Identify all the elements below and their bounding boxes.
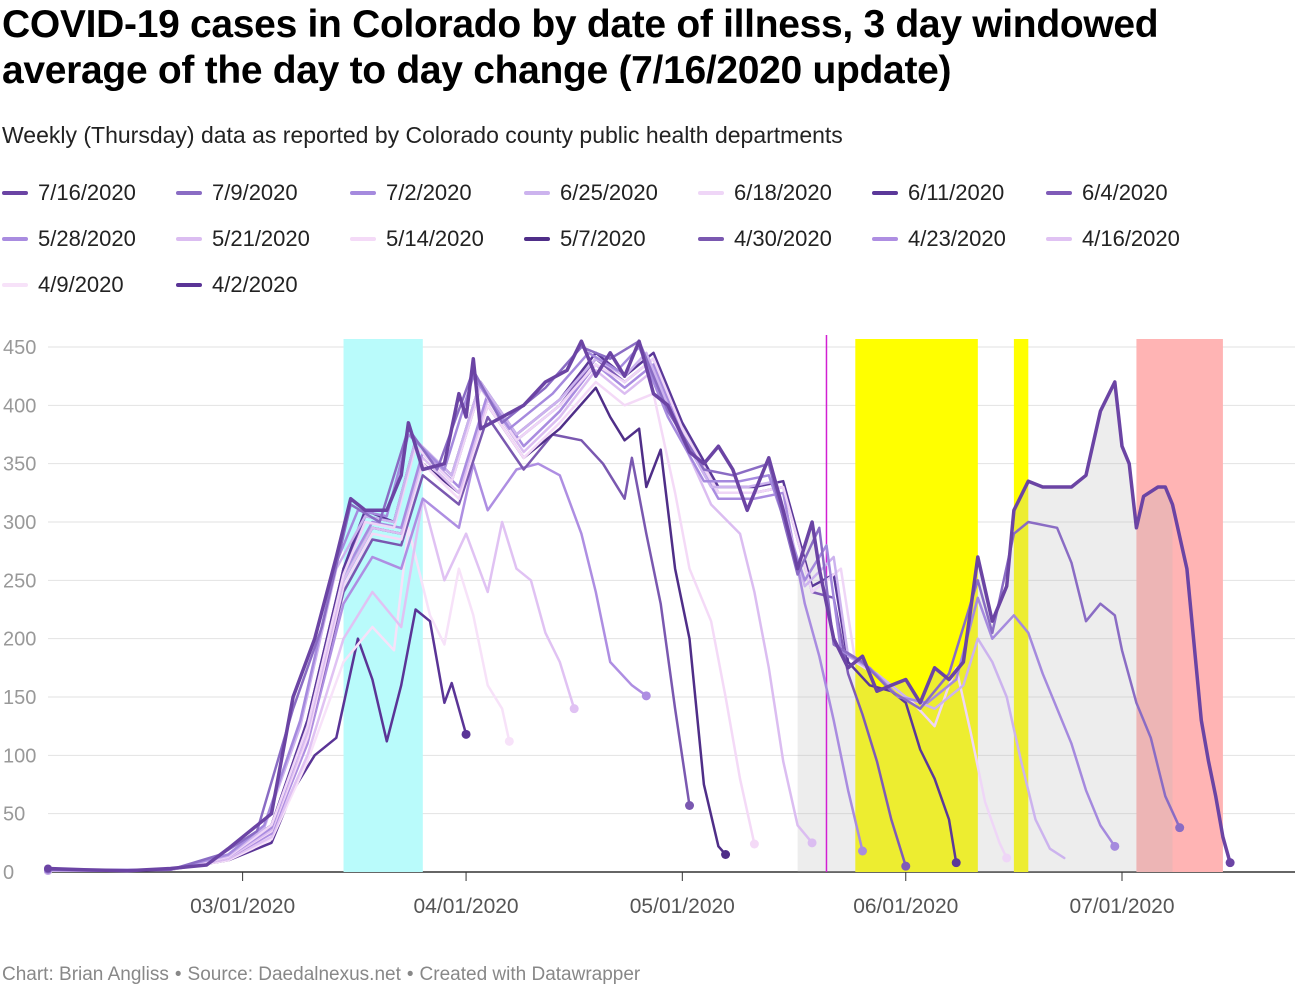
legend-item: 6/25/2020 (524, 178, 658, 208)
legend-swatch (524, 191, 550, 195)
legend-label: 6/25/2020 (560, 180, 658, 205)
series-line (46, 369, 814, 873)
series-end-dot (1225, 858, 1235, 868)
legend-swatch (2, 283, 28, 287)
legend-label: 4/30/2020 (734, 226, 832, 251)
legend-item: 5/7/2020 (524, 224, 646, 254)
series-end-dot (858, 846, 868, 856)
legend-item: 7/9/2020 (176, 178, 298, 208)
y-tick-label: 300 (3, 512, 36, 534)
chart-subtitle: Weekly (Thursday) data as reported by Co… (2, 122, 843, 148)
legend-label: 6/18/2020 (734, 180, 832, 205)
legend-label: 5/28/2020 (38, 226, 136, 251)
x-tick-label: 03/01/2020 (190, 895, 295, 918)
x-tick-label: 05/01/2020 (630, 895, 735, 918)
legend-item: 5/28/2020 (2, 224, 136, 254)
credit-separator: • (174, 964, 182, 985)
legend-item: 4/9/2020 (2, 270, 124, 300)
legend-swatch (176, 283, 202, 287)
legend-swatch (698, 191, 724, 195)
series-end-dot (504, 736, 514, 746)
highlight-band (855, 339, 978, 872)
legend-swatch (2, 237, 28, 241)
y-tick-label: 450 (3, 337, 36, 359)
line-chart: 0 50 100 150 200 250 300 350 400 450 03/01/2020 04/… (3, 335, 1295, 918)
credit-tool: Created with Datawrapper (419, 964, 641, 985)
legend-label: 4/9/2020 (38, 272, 124, 297)
series-end-dot (685, 801, 695, 810)
x-tick-label: 06/01/2020 (853, 895, 958, 918)
legend-swatch (872, 191, 898, 195)
legend-swatch (176, 191, 202, 195)
legend-swatch (698, 237, 724, 241)
series-line (46, 608, 468, 873)
series-end-dot (721, 850, 731, 859)
y-tick-label: 200 (3, 629, 36, 651)
legend-label: 4/2/2020 (212, 272, 298, 297)
y-tick-label: 0 (3, 862, 14, 884)
series-line (46, 357, 1008, 873)
legend-label: 7/2/2020 (386, 180, 472, 205)
highlight-band (1013, 339, 1029, 872)
legend-label: 5/21/2020 (212, 226, 310, 251)
legend-label: 7/9/2020 (212, 180, 298, 205)
legend-item: 4/16/2020 (1046, 224, 1180, 254)
legend-swatch (350, 237, 376, 241)
series-end-dot (461, 729, 471, 739)
series-end-dot (951, 858, 961, 868)
highlight-band (1136, 339, 1223, 872)
legend-swatch (350, 191, 376, 195)
series-end-dot (569, 704, 579, 714)
legend-item: 4/2/2020 (176, 270, 298, 300)
shaded-region (797, 382, 1173, 872)
legend-item: 7/16/2020 (2, 178, 136, 208)
legend-item: 5/21/2020 (176, 224, 310, 254)
series-end-dot (901, 861, 911, 871)
legend-item: 4/23/2020 (872, 224, 1006, 254)
legend-item: 6/11/2020 (872, 178, 1004, 208)
series-start-dot (44, 864, 52, 873)
series-end-dot (1175, 823, 1185, 833)
legend-item: 4/30/2020 (698, 224, 832, 254)
x-tick-label: 07/01/2020 (1069, 895, 1174, 918)
series-line (46, 497, 576, 873)
legend-label: 5/14/2020 (386, 226, 484, 251)
series-line (46, 363, 864, 873)
series-end-dot (1002, 853, 1012, 863)
legend-item: 6/18/2020 (698, 178, 832, 208)
chart-title: COVID-19 cases in Colorado by date of il… (2, 3, 1159, 92)
legend-label: 6/4/2020 (1082, 180, 1168, 205)
legend-swatch (1046, 191, 1072, 195)
series-line (46, 339, 1232, 873)
series-end-dot (749, 839, 759, 849)
y-tick-label: 400 (3, 395, 36, 417)
legend-swatch (872, 237, 898, 241)
credit-separator: • (406, 964, 414, 985)
y-tick-label: 50 (3, 804, 25, 826)
series-end-dot (641, 691, 651, 701)
y-tick-label: 150 (3, 687, 36, 709)
series-end-dot (1110, 841, 1120, 851)
legend-label: 4/23/2020 (908, 226, 1006, 251)
legend-item: 5/14/2020 (350, 224, 484, 254)
legend-item: 7/2/2020 (350, 178, 472, 208)
y-tick-label: 350 (3, 454, 36, 476)
legend-swatch (2, 191, 28, 195)
legend-swatch (176, 237, 202, 241)
y-tick-label: 100 (3, 745, 36, 767)
series-line (46, 526, 511, 873)
series-end-dot (807, 838, 817, 848)
legend-label: 5/7/2020 (560, 226, 646, 251)
legend-label: 4/16/2020 (1082, 226, 1180, 251)
legend-swatch (1046, 237, 1072, 241)
legend-label: 7/16/2020 (38, 180, 136, 205)
chart-footer: Chart: Brian Angliss • Source: Daedalnexus… (2, 964, 640, 986)
x-tick-label: 04/01/2020 (414, 895, 519, 918)
y-tick-label: 250 (3, 570, 36, 592)
credit-source: Source: Daedalnexus.net (187, 964, 401, 985)
legend-swatch (524, 237, 550, 241)
legend-label: 6/11/2020 (908, 180, 1005, 205)
credit-author: Chart: Brian Angliss (2, 964, 169, 985)
legend-item: 6/4/2020 (1046, 178, 1168, 208)
